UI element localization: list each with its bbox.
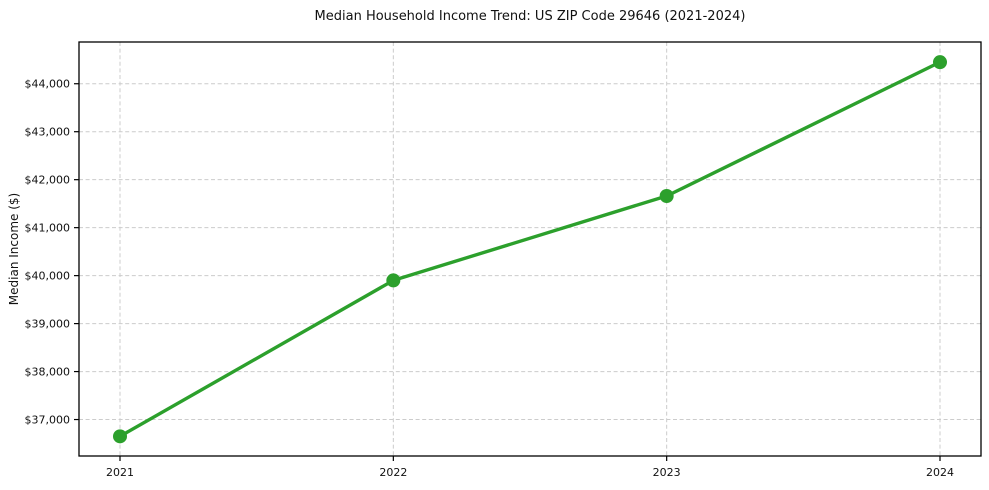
chart-title: Median Household Income Trend: US ZIP Co… (314, 9, 746, 24)
y-tick-label: $41,000 (25, 222, 71, 235)
y-tick-label: $38,000 (25, 366, 71, 379)
data-point-marker (659, 188, 674, 203)
y-tick-label: $43,000 (25, 126, 71, 139)
trend-line (118, 60, 942, 439)
data-point-marker (933, 55, 947, 70)
x-tick-label: 2022 (379, 466, 407, 479)
x-tick-label: 2023 (653, 466, 681, 479)
y-tick-label: $37,000 (25, 414, 71, 427)
y-tick-label: $39,000 (25, 318, 71, 331)
plot-border (78, 41, 982, 457)
x-tick-label: 2021 (106, 466, 134, 479)
x-tick-label: 2024 (926, 466, 954, 479)
y-tick-label: $44,000 (25, 78, 71, 91)
y-tick-label: $42,000 (25, 174, 71, 187)
data-point-marker (386, 273, 401, 288)
data-point-marker (113, 429, 127, 444)
y-tick-label: $40,000 (25, 270, 71, 283)
